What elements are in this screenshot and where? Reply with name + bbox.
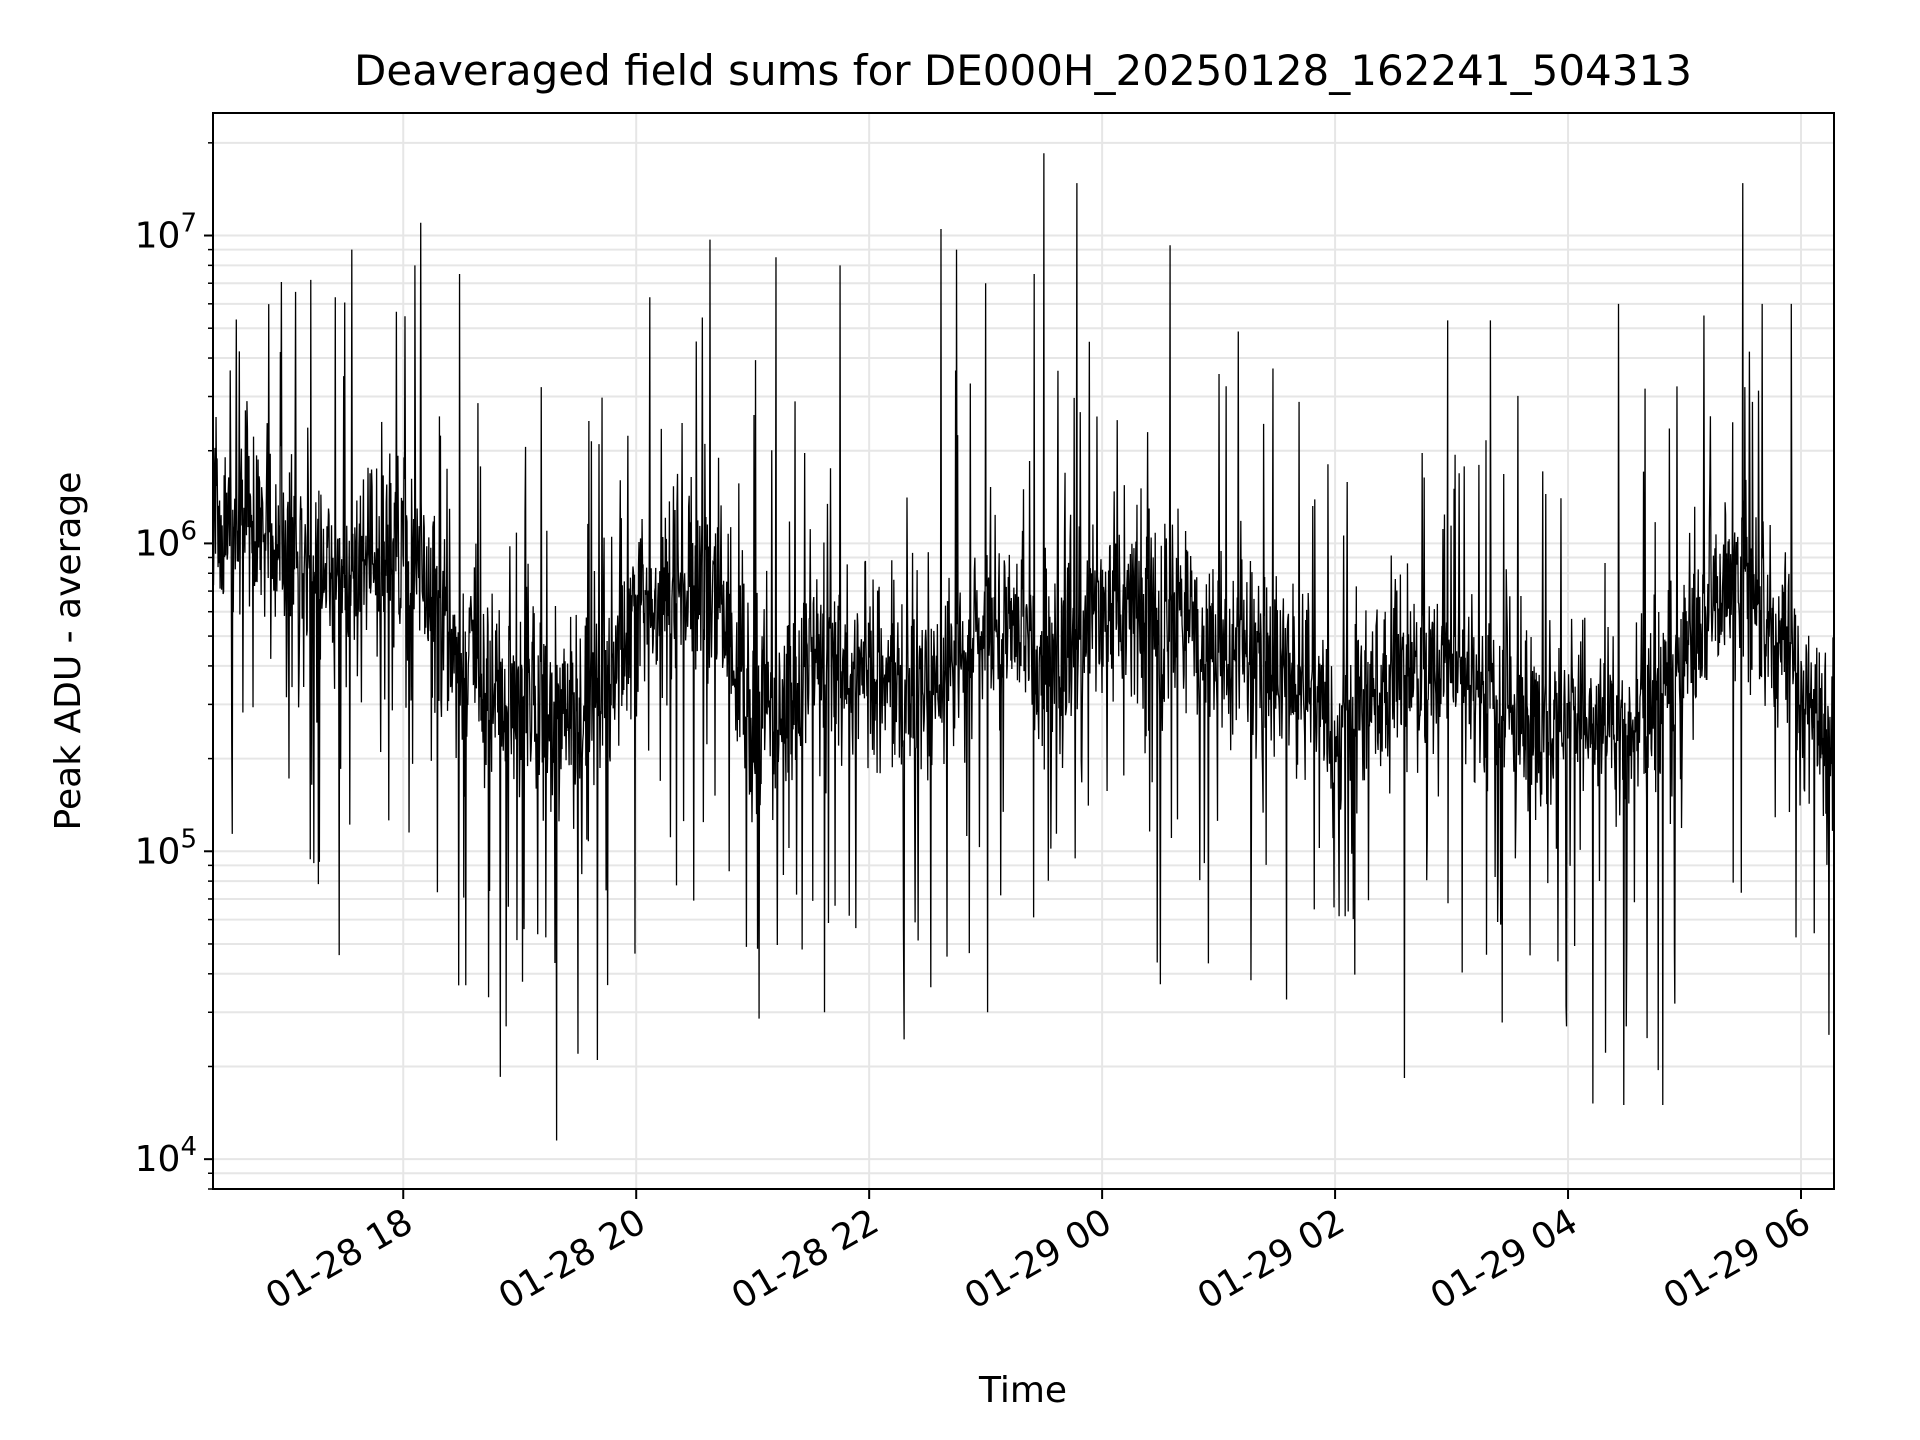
x-axis-label: Time (978, 1370, 1067, 1411)
series-path (213, 153, 1834, 1141)
y-tick-label: 107 (135, 209, 197, 257)
series-line (213, 153, 1834, 1141)
y-tick-label: 104 (135, 1132, 197, 1180)
y-tick-label: 105 (135, 824, 197, 872)
y-tick-label: 106 (135, 516, 197, 564)
y-axis-label: Peak ADU - average (48, 472, 89, 831)
plot-frame (212, 112, 1835, 1190)
chart-title: Deaveraged field sums for DE000H_2025012… (354, 46, 1692, 95)
